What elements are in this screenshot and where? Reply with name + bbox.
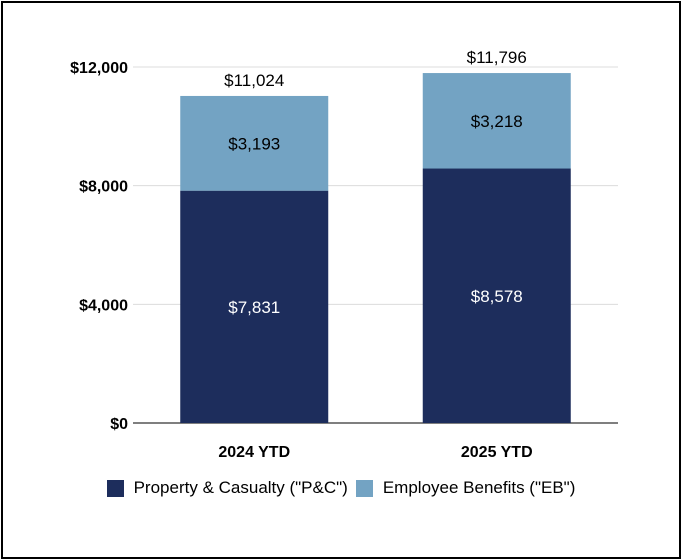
y-tick-label: $8,000 xyxy=(79,179,128,196)
chart-legend: Property & Casualty ("P&C") Employee Ben… xyxy=(0,478,682,498)
bar-segment xyxy=(422,73,571,169)
bar-data-label: $3,193 xyxy=(228,134,280,153)
bar-segment xyxy=(180,190,329,423)
legend-item-pc: Property & Casualty ("P&C") xyxy=(106,478,348,498)
y-tick-label: $0 xyxy=(110,416,128,433)
bar-segment xyxy=(180,95,329,191)
bar-total-label: $11,024 xyxy=(224,71,284,90)
legend-item-eb: Employee Benefits ("EB") xyxy=(355,478,576,498)
legend-swatch-pc xyxy=(106,479,124,497)
legend-swatch-eb xyxy=(355,479,373,497)
x-tick-label: 2025 YTD xyxy=(461,444,533,461)
x-tick-label: 2024 YTD xyxy=(218,444,290,461)
bar-data-label: $8,578 xyxy=(471,287,523,306)
y-tick-label: $4,000 xyxy=(79,297,128,314)
bar-data-label: $3,218 xyxy=(471,112,523,131)
bar-data-label: $7,831 xyxy=(228,298,280,317)
stacked-bar-chart: $0 $4,000 $8,000 $12,000 $7,831 $3,193 $11,024… xyxy=(70,48,618,461)
legend-label-pc: Property & Casualty ("P&C") xyxy=(133,478,348,497)
legend-label-eb: Employee Benefits ("EB") xyxy=(382,478,576,497)
bar-segment xyxy=(422,168,571,423)
y-tick-label: $12,000 xyxy=(70,60,128,77)
bar-total-label: $11,796 xyxy=(467,48,527,67)
